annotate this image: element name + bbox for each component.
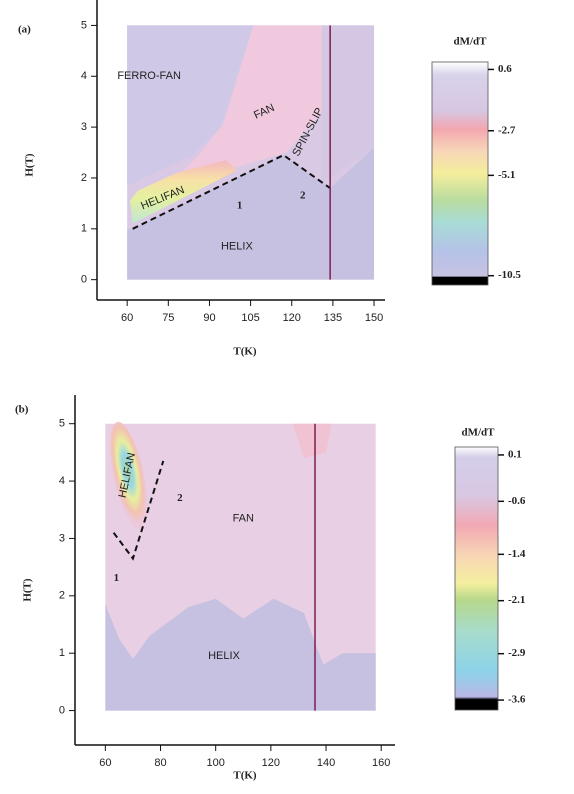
x-tick-label: 100 xyxy=(207,757,225,769)
phase-region xyxy=(292,423,332,459)
colorbar-title: dM/dT xyxy=(453,36,487,48)
phase-region xyxy=(127,25,254,186)
y-tick-label: 1 xyxy=(59,647,65,659)
colorbar-title: dM/dT xyxy=(461,427,495,439)
x-axis-label: T(K) xyxy=(233,346,257,358)
colorbar-tick-label: -2.7 xyxy=(498,124,516,136)
y-tick-label: 1 xyxy=(81,223,87,235)
y-axis-label: H(T) xyxy=(22,578,34,602)
y-tick-label: 4 xyxy=(81,70,87,82)
phase-region xyxy=(321,25,375,184)
y-tick-label: 2 xyxy=(59,590,65,602)
helifan-region xyxy=(110,421,148,529)
annotation: 2 xyxy=(177,492,183,504)
phase-boundary xyxy=(132,153,331,230)
colorbar-tick-label: -2.9 xyxy=(508,647,526,659)
colorbar-tick-label: 0.1 xyxy=(508,448,522,460)
x-tick-label: 160 xyxy=(372,757,390,769)
phase-region xyxy=(176,25,322,178)
x-tick-label: 135 xyxy=(324,312,342,324)
annotation: HELIX xyxy=(208,650,240,662)
colorbar-tick-label: -1.4 xyxy=(508,548,526,560)
annotation: 2 xyxy=(300,189,306,201)
colorbar xyxy=(431,61,489,286)
phase-region xyxy=(127,147,375,280)
x-tick-label: 80 xyxy=(154,757,166,769)
y-tick-label: 0 xyxy=(59,704,65,716)
y-tick-label: 3 xyxy=(59,532,65,544)
x-tick-label: 105 xyxy=(241,312,259,324)
colorbar-tick-label: 0.6 xyxy=(498,63,512,75)
colorbar-tick-label: -10.5 xyxy=(498,269,521,281)
x-tick-label: 60 xyxy=(99,757,111,769)
colorbar-tick-label: -3.6 xyxy=(508,694,526,706)
panel-label: (b) xyxy=(15,404,29,416)
x-tick-label: 90 xyxy=(203,312,215,324)
annotation: FERRO-FAN xyxy=(117,70,181,82)
annotation: 1 xyxy=(114,572,120,584)
annotation: HELIX xyxy=(221,241,253,253)
x-tick-label: 140 xyxy=(317,757,335,769)
x-tick-label: 120 xyxy=(262,757,280,769)
colorbar-tick-label: -2.1 xyxy=(508,594,525,606)
panel-label: (a) xyxy=(18,24,31,36)
phase-region xyxy=(105,598,376,711)
y-tick-label: 5 xyxy=(59,418,65,430)
x-tick-label: 150 xyxy=(365,312,383,324)
x-tick-label: 60 xyxy=(121,312,133,324)
colorbar-tick-label: -0.6 xyxy=(508,495,526,507)
x-tick-label: 120 xyxy=(283,312,301,324)
y-tick-label: 4 xyxy=(59,475,65,487)
x-tick-label: 75 xyxy=(162,312,174,324)
x-axis-label: T(K) xyxy=(233,770,257,782)
y-tick-label: 0 xyxy=(81,274,87,286)
colorbar xyxy=(454,446,499,711)
phase-boundary xyxy=(112,460,165,561)
phase-region xyxy=(129,160,237,224)
annotation: 1 xyxy=(237,199,243,211)
y-tick-label: 5 xyxy=(81,19,87,31)
y-tick-label: 3 xyxy=(81,121,87,133)
y-axis-label: H(T) xyxy=(24,153,36,177)
colorbar-tick-label: -5.1 xyxy=(498,169,515,181)
y-tick-label: 2 xyxy=(81,172,87,184)
annotation: FAN xyxy=(233,512,254,524)
